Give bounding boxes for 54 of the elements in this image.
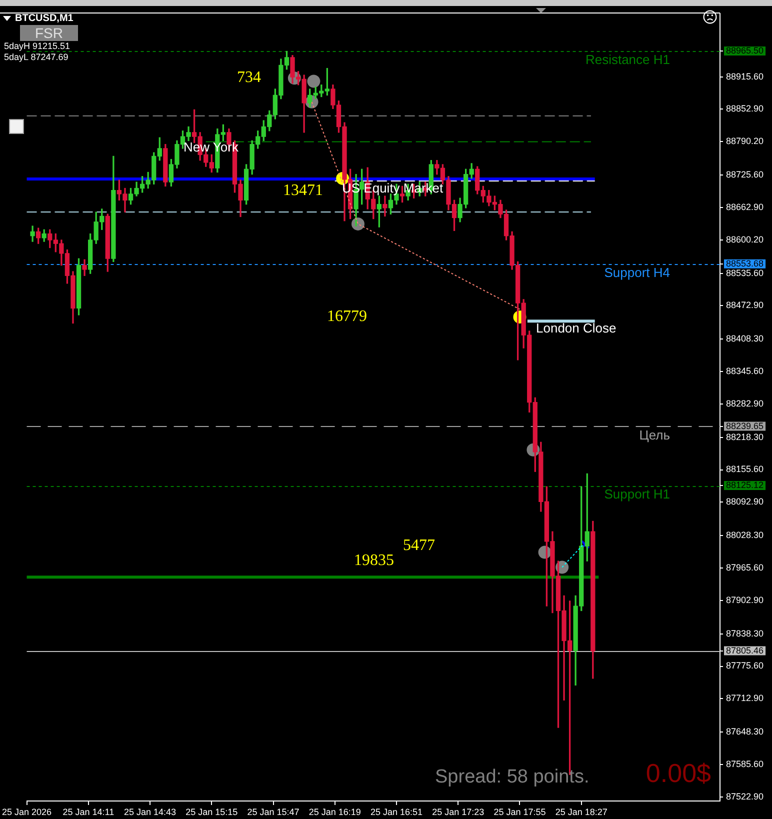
- y-tick-label: 87838.30: [726, 628, 764, 638]
- y-tick-label: 88915.60: [726, 71, 764, 82]
- annotation: 16779: [327, 308, 367, 326]
- y-tick-label: 87805.46: [726, 645, 764, 656]
- x-tick-label: 25 Jan 16:19: [308, 806, 361, 817]
- y-tick-label: 88218.30: [726, 432, 764, 442]
- chart-title: BTCUSD,M1: [15, 12, 74, 24]
- y-tick-label: 88553.68: [726, 258, 764, 268]
- annotation: 5477: [403, 537, 435, 554]
- y-tick-label: 87648.30: [726, 726, 764, 737]
- y-tick-label: 87965.60: [726, 562, 764, 572]
- x-tick-label: 25 Jan 17:55: [494, 806, 546, 817]
- annotation: 0.00$: [646, 758, 712, 788]
- y-tick-label: 88790.20: [726, 136, 764, 146]
- y-tick-label: 88125.12: [726, 480, 764, 490]
- annotation: 734: [237, 69, 261, 86]
- y-tick-label: 88662.90: [726, 202, 764, 212]
- y-tick-label: 87585.60: [726, 758, 764, 769]
- y-tick-label: 88725.60: [726, 170, 764, 180]
- x-tick-label: 25 Jan 16:51: [370, 806, 423, 817]
- x-tick-label: 25 Jan 2026: [2, 806, 52, 817]
- annotation: 5dayH 91215.51: [4, 40, 70, 51]
- y-tick-label: 87775.60: [726, 660, 764, 671]
- ref-line-label: Support H4: [604, 265, 670, 280]
- y-tick-label: 88239.65: [726, 420, 764, 431]
- y-tick-label: 87522.90: [726, 791, 764, 802]
- annotation: 19835: [354, 552, 394, 570]
- x-tick-label: 25 Jan 18:27: [555, 806, 608, 817]
- x-tick-label: 25 Jan 14:11: [62, 806, 114, 817]
- y-tick-label: 87902.90: [726, 594, 764, 605]
- x-tick-label: 25 Jan 15:47: [247, 806, 300, 817]
- y-tick-label: 88282.90: [726, 398, 764, 408]
- y-tick-label: 87712.90: [726, 693, 764, 704]
- annotation: London Close: [536, 320, 616, 336]
- annotation: Spread: 58 points.: [435, 766, 590, 788]
- y-tick-label: 88092.90: [726, 496, 764, 507]
- annotation: 5dayL 87247.69: [4, 52, 68, 62]
- ref-line-label: Support H1: [604, 486, 670, 502]
- y-tick-label: 88965.50: [726, 45, 764, 56]
- y-tick-label: 88852.90: [726, 104, 764, 114]
- y-tick-label: 88028.30: [726, 530, 764, 540]
- y-tick-label: 88535.60: [726, 268, 764, 278]
- x-tick-label: 25 Jan 15:15: [186, 806, 238, 817]
- x-tick-label: 25 Jan 17:23: [432, 806, 484, 817]
- y-tick-label: 88472.90: [726, 300, 764, 310]
- y-tick-label: 88345.60: [726, 366, 764, 376]
- ref-line-label: Resistance H1: [585, 52, 670, 68]
- x-tick-label: 25 Jan 14:43: [124, 806, 176, 817]
- ref-line-label: Цель: [639, 427, 670, 442]
- y-tick-label: 88600.20: [726, 234, 764, 244]
- y-tick-label: 88155.60: [726, 464, 764, 474]
- annotation: 13471: [283, 182, 323, 200]
- y-tick-label: 88408.30: [726, 334, 764, 344]
- button: FSR: [20, 25, 78, 41]
